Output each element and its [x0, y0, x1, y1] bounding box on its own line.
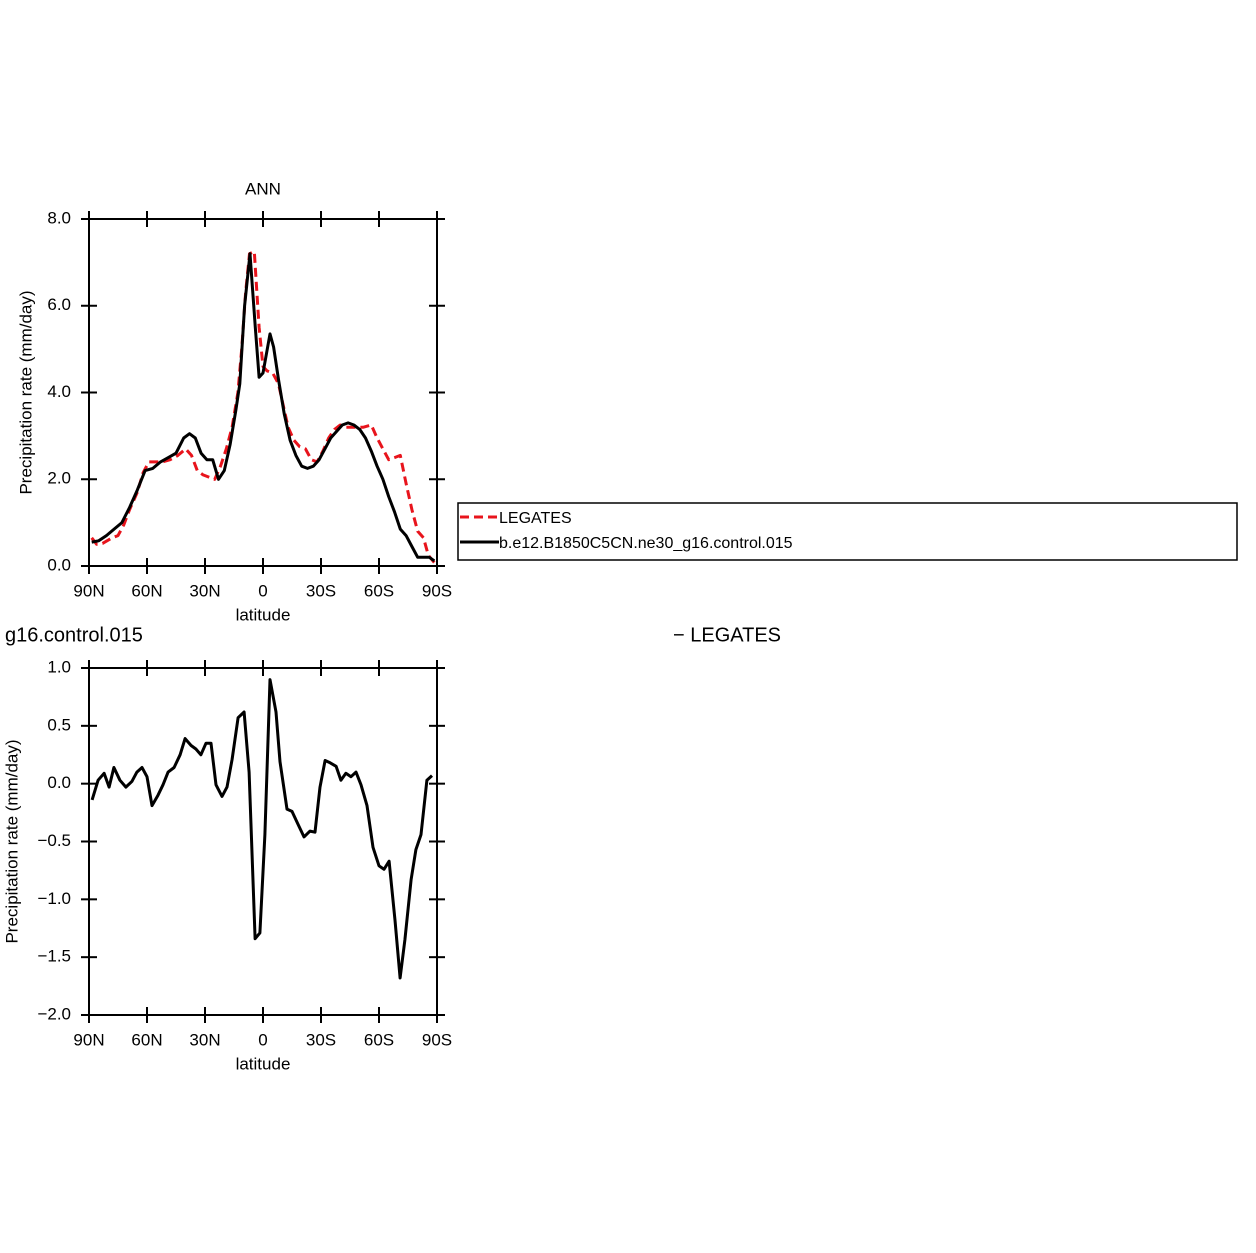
y-tick-label: −1.5 [37, 947, 71, 966]
x-tick-label: 0 [258, 1030, 267, 1049]
x-axis-label: latitude [236, 605, 291, 624]
y-axis-label: Precipitation rate (mm/day) [2, 739, 21, 943]
x-tick-label: 30N [189, 581, 220, 600]
legend-box [457, 502, 1238, 561]
x-tick-label: 60S [364, 1030, 394, 1049]
data-line [90, 250, 436, 564]
x-tick-label: 30S [306, 1030, 336, 1049]
y-tick-label: 0.0 [47, 555, 71, 574]
legend-label: b.e12.B1850C5CN.ne30_g16.control.015 [499, 535, 793, 552]
x-tick-label: 60N [131, 1030, 162, 1049]
y-tick-label: 1.0 [47, 657, 71, 676]
y-tick-label: −1.0 [37, 889, 71, 908]
x-tick-label: 90N [73, 581, 104, 600]
y-tick-label: 0.5 [47, 715, 71, 734]
y-tick-label: 8.0 [47, 208, 71, 227]
y-tick-label: −0.5 [37, 831, 71, 850]
chart-title: ANN [245, 179, 281, 198]
y-tick-label: 0.0 [47, 773, 71, 792]
y-tick-label: 2.0 [47, 469, 71, 488]
y-tick-label: 6.0 [47, 295, 71, 314]
plot-frame [88, 218, 438, 567]
legend-label: LEGATES [499, 510, 572, 527]
x-tick-label: 30N [189, 1030, 220, 1049]
x-tick-label: 30S [306, 581, 336, 600]
data-line [91, 252, 436, 563]
y-tick-label: −2.0 [37, 1004, 71, 1023]
data-line [90, 678, 434, 980]
x-tick-label: 90N [73, 1030, 104, 1049]
x-tick-label: 0 [258, 581, 267, 600]
y-tick-label: 4.0 [47, 382, 71, 401]
x-tick-label: 90S [422, 1030, 452, 1049]
plot-frame [88, 667, 438, 1016]
x-tick-label: 90S [422, 581, 452, 600]
y-axis-label: Precipitation rate (mm/day) [16, 290, 35, 494]
chart-subtitle: − LEGATES [673, 624, 781, 646]
x-tick-label: 60N [131, 581, 162, 600]
chart-title: g16.control.015 [5, 624, 143, 646]
x-tick-label: 60S [364, 581, 394, 600]
x-axis-label: latitude [236, 1054, 291, 1073]
